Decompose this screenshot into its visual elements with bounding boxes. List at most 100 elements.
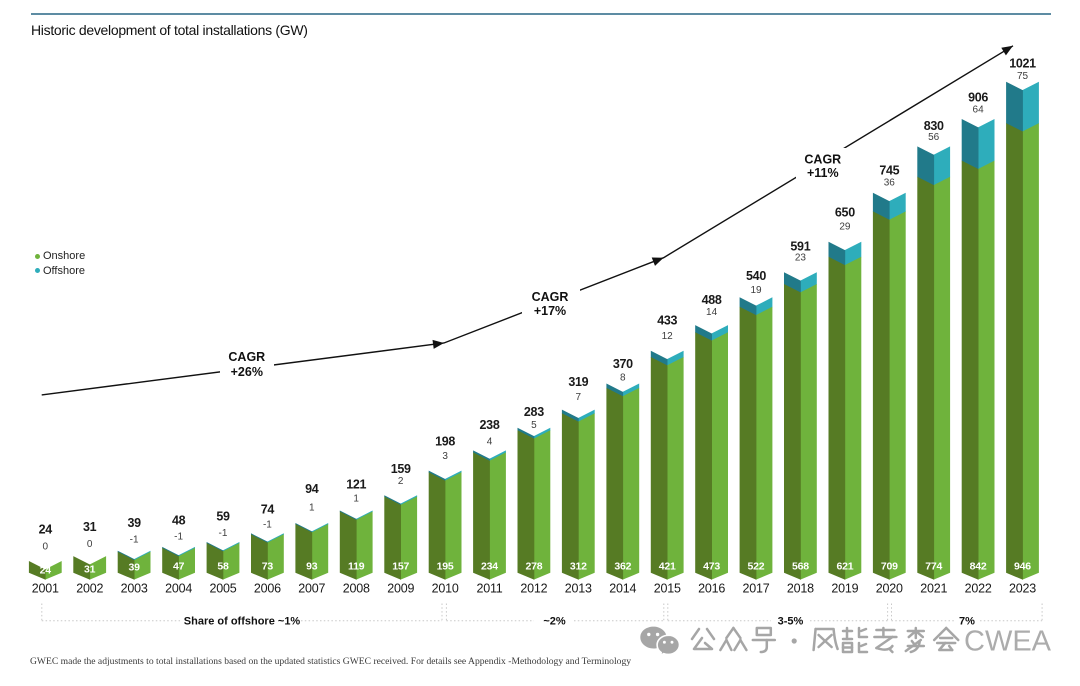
svg-text:2023: 2023	[1009, 582, 1036, 596]
svg-text:370: 370	[613, 357, 633, 371]
svg-text:39: 39	[127, 516, 141, 530]
svg-text:CAGR: CAGR	[804, 153, 841, 167]
svg-text:488: 488	[702, 293, 722, 307]
svg-text:2012: 2012	[520, 582, 547, 596]
svg-text:3: 3	[442, 451, 448, 462]
svg-text:2004: 2004	[165, 582, 192, 596]
svg-text:473: 473	[703, 561, 720, 573]
svg-text:5: 5	[531, 420, 537, 431]
svg-text:14: 14	[706, 307, 718, 318]
svg-text:93: 93	[306, 561, 318, 573]
svg-text:+26%: +26%	[231, 365, 263, 379]
svg-text:73: 73	[262, 561, 274, 573]
svg-text:195: 195	[437, 561, 454, 573]
svg-text:2017: 2017	[742, 582, 769, 596]
svg-text:64: 64	[973, 105, 985, 116]
svg-text:774: 774	[925, 561, 942, 573]
svg-text:48: 48	[172, 513, 186, 527]
svg-text:2018: 2018	[787, 582, 814, 596]
svg-text:8: 8	[620, 373, 626, 384]
svg-text:19: 19	[750, 285, 762, 296]
svg-text:2014: 2014	[609, 582, 636, 596]
svg-text:+11%: +11%	[807, 166, 839, 180]
svg-text:283: 283	[524, 405, 544, 419]
svg-text:2010: 2010	[432, 582, 459, 596]
svg-text:-1: -1	[263, 519, 272, 530]
svg-text:2011: 2011	[476, 582, 502, 596]
svg-text:CAGR: CAGR	[532, 290, 569, 304]
svg-text:2006: 2006	[254, 582, 281, 596]
svg-text:650: 650	[835, 205, 855, 219]
svg-text:+17%: +17%	[534, 304, 566, 318]
svg-text:1: 1	[309, 502, 315, 513]
svg-text:319: 319	[568, 375, 588, 389]
svg-text:433: 433	[657, 314, 677, 328]
svg-text:2016: 2016	[698, 582, 725, 596]
svg-text:58: 58	[217, 561, 229, 573]
svg-text:74: 74	[261, 503, 275, 517]
svg-text:157: 157	[392, 561, 409, 573]
svg-text:2020: 2020	[876, 582, 903, 596]
svg-text:Share of offshore ~1%: Share of offshore ~1%	[184, 615, 301, 627]
svg-text:7%: 7%	[959, 615, 975, 627]
svg-text:522: 522	[748, 561, 765, 573]
svg-text:31: 31	[83, 520, 97, 534]
svg-text:56: 56	[928, 132, 940, 143]
svg-text:~2%: ~2%	[543, 615, 566, 627]
svg-text:24: 24	[39, 523, 53, 537]
svg-text:31: 31	[84, 564, 96, 576]
svg-text:12: 12	[662, 331, 674, 342]
svg-text:568: 568	[792, 561, 809, 573]
svg-text:830: 830	[924, 119, 944, 133]
svg-text:94: 94	[305, 482, 319, 496]
svg-text:2009: 2009	[387, 582, 414, 596]
svg-text:2019: 2019	[831, 582, 858, 596]
svg-text:362: 362	[614, 561, 631, 573]
svg-text:2013: 2013	[565, 582, 592, 596]
svg-text:59: 59	[216, 510, 230, 524]
svg-text:234: 234	[481, 561, 498, 573]
svg-text:906: 906	[968, 91, 988, 105]
svg-text:2022: 2022	[965, 582, 992, 596]
svg-text:CAGR: CAGR	[228, 350, 265, 364]
svg-text:312: 312	[570, 561, 587, 573]
svg-text:39: 39	[128, 562, 140, 574]
svg-text:2001: 2001	[32, 582, 59, 596]
svg-text:121: 121	[346, 477, 366, 491]
svg-text:2007: 2007	[298, 582, 325, 596]
svg-text:621: 621	[836, 561, 853, 573]
svg-text:1021: 1021	[1009, 56, 1036, 70]
svg-text:-1: -1	[219, 528, 228, 539]
svg-text:159: 159	[391, 462, 411, 476]
svg-text:2015: 2015	[654, 582, 681, 596]
svg-text:709: 709	[881, 561, 898, 573]
svg-text:75: 75	[1017, 71, 1029, 82]
svg-text:0: 0	[43, 542, 49, 553]
svg-text:7: 7	[576, 392, 582, 403]
svg-text:2008: 2008	[343, 582, 370, 596]
svg-text:29: 29	[839, 222, 851, 233]
svg-text:-1: -1	[130, 535, 139, 546]
svg-text:24: 24	[40, 565, 52, 577]
svg-text:591: 591	[790, 240, 810, 254]
svg-text:842: 842	[970, 561, 987, 573]
svg-text:3-5%: 3-5%	[778, 615, 804, 627]
svg-text:1: 1	[353, 494, 359, 505]
svg-text:198: 198	[435, 434, 455, 448]
svg-text:2005: 2005	[209, 582, 236, 596]
svg-text:36: 36	[884, 177, 896, 188]
svg-text:2003: 2003	[121, 582, 148, 596]
svg-text:23: 23	[795, 252, 807, 263]
svg-text:745: 745	[879, 164, 899, 178]
svg-text:119: 119	[348, 561, 365, 573]
svg-text:47: 47	[173, 561, 185, 573]
svg-text:946: 946	[1014, 561, 1031, 573]
svg-text:421: 421	[659, 561, 676, 573]
svg-text:2: 2	[398, 476, 404, 487]
svg-text:2002: 2002	[76, 582, 103, 596]
svg-text:278: 278	[525, 561, 542, 573]
svg-text:CWEA: CWEA	[964, 626, 1052, 658]
svg-text:540: 540	[746, 269, 766, 283]
svg-text:4: 4	[487, 436, 493, 447]
svg-text:0: 0	[87, 539, 93, 550]
